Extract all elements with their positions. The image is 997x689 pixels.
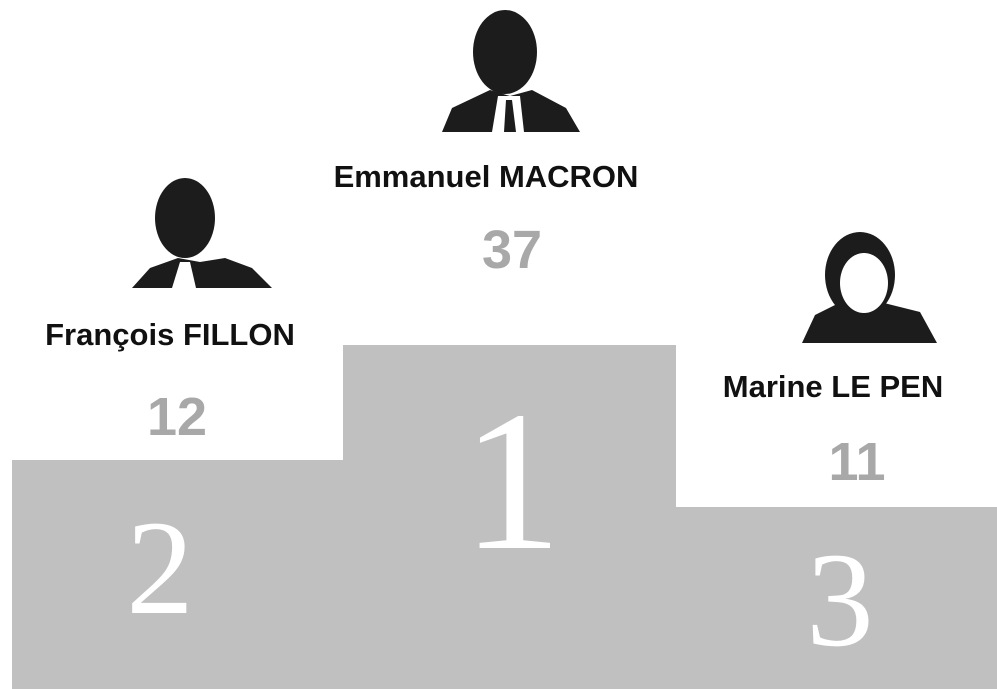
candidate-name: François FILLON [45, 317, 295, 352]
podium-page: 2 1 3 François FILLON Emmanuel MACRON Ma… [0, 0, 997, 689]
portrait [132, 178, 272, 288]
rank-number: 2 [126, 494, 194, 643]
score: 37 [482, 220, 542, 280]
candidate-name: Marine LE PEN [723, 369, 944, 404]
score: 11 [828, 432, 885, 492]
candidate-name: Emmanuel MACRON [334, 159, 639, 194]
rank-number: 1 [462, 371, 562, 592]
portrait [442, 10, 580, 132]
portrait [802, 232, 937, 343]
score: 12 [147, 387, 207, 447]
rank-number: 3 [806, 526, 874, 675]
